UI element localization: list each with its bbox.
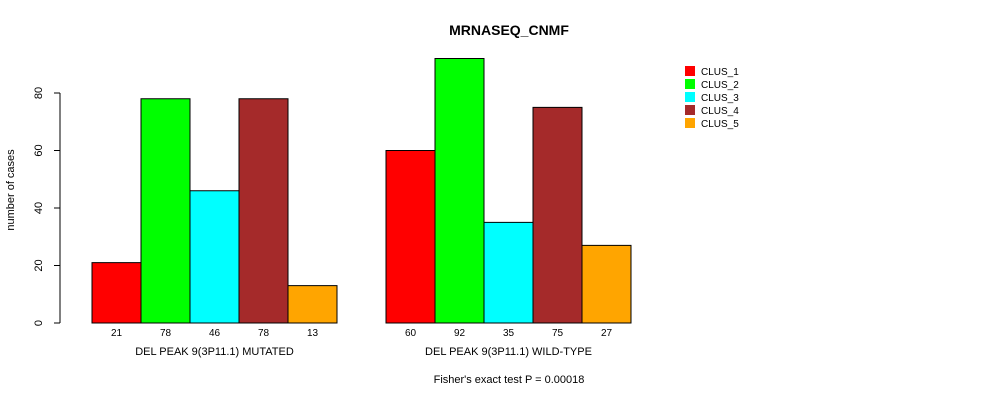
y-axis: 0 20 40 60 80 — [33, 87, 61, 326]
bar-wild-type-clus-5 — [581, 244, 632, 324]
bar-mutated-clus-2 — [140, 98, 191, 324]
legend-swatch — [685, 92, 695, 102]
bars — [91, 58, 632, 324]
bar-value-label: 35 — [503, 328, 515, 339]
legend-label: CLUS_4 — [701, 106, 739, 117]
bar-value-label: 78 — [258, 328, 270, 339]
bar-value-label: 60 — [405, 328, 417, 339]
bar-wild-type-clus-3 — [483, 221, 534, 324]
bar-value-label: 46 — [209, 328, 221, 339]
bar-wild-type-clus-2 — [434, 58, 485, 324]
bar-mutated-clus-5 — [287, 285, 338, 324]
bar-value-label: 27 — [601, 328, 613, 339]
legend-label: CLUS_1 — [701, 67, 739, 78]
y-tick-label: 20 — [33, 259, 45, 271]
bar-mutated-clus-1 — [91, 262, 142, 324]
y-axis-label: number of cases — [5, 149, 17, 231]
y-tick-label: 80 — [33, 87, 45, 99]
legend: CLUS_1 CLUS_2 CLUS_3 CLUS_4 CLUS_5 — [685, 66, 739, 130]
bar-value-label: 13 — [307, 328, 319, 339]
bar-wild-type-clus-1 — [385, 150, 436, 324]
group-label-wild-type: DEL PEAK 9(3P11.1) WILD-TYPE — [425, 346, 592, 358]
bar-value-label: 75 — [552, 328, 564, 339]
bar-wild-type-clus-4 — [532, 106, 583, 324]
legend-label: CLUS_2 — [701, 80, 739, 91]
bar-value-label: 92 — [454, 328, 466, 339]
group-label-mutated: DEL PEAK 9(3P11.1) MUTATED — [135, 346, 294, 358]
y-tick-label: 40 — [33, 202, 45, 214]
bar-labels: 21 78 46 78 13 60 92 35 75 27 — [111, 328, 613, 339]
bar-mutated-clus-4 — [238, 98, 289, 324]
y-tick-label: 0 — [33, 320, 45, 326]
legend-swatch — [685, 118, 695, 128]
bar-mutated-clus-3 — [189, 190, 240, 324]
y-tick-label: 60 — [33, 144, 45, 156]
legend-swatch — [685, 66, 695, 76]
bar-value-label: 78 — [160, 328, 172, 339]
fisher-test-footnote: Fisher's exact test P = 0.00018 — [434, 374, 585, 386]
legend-label: CLUS_5 — [701, 119, 739, 130]
legend-label: CLUS_3 — [701, 93, 739, 104]
chart-title: MRNASEQ_CNMF — [449, 22, 569, 38]
bar-value-label: 21 — [111, 328, 123, 339]
group-labels: DEL PEAK 9(3P11.1) MUTATED DEL PEAK 9(3P1… — [135, 346, 592, 358]
legend-swatch — [685, 79, 695, 89]
legend-swatch — [685, 105, 695, 115]
